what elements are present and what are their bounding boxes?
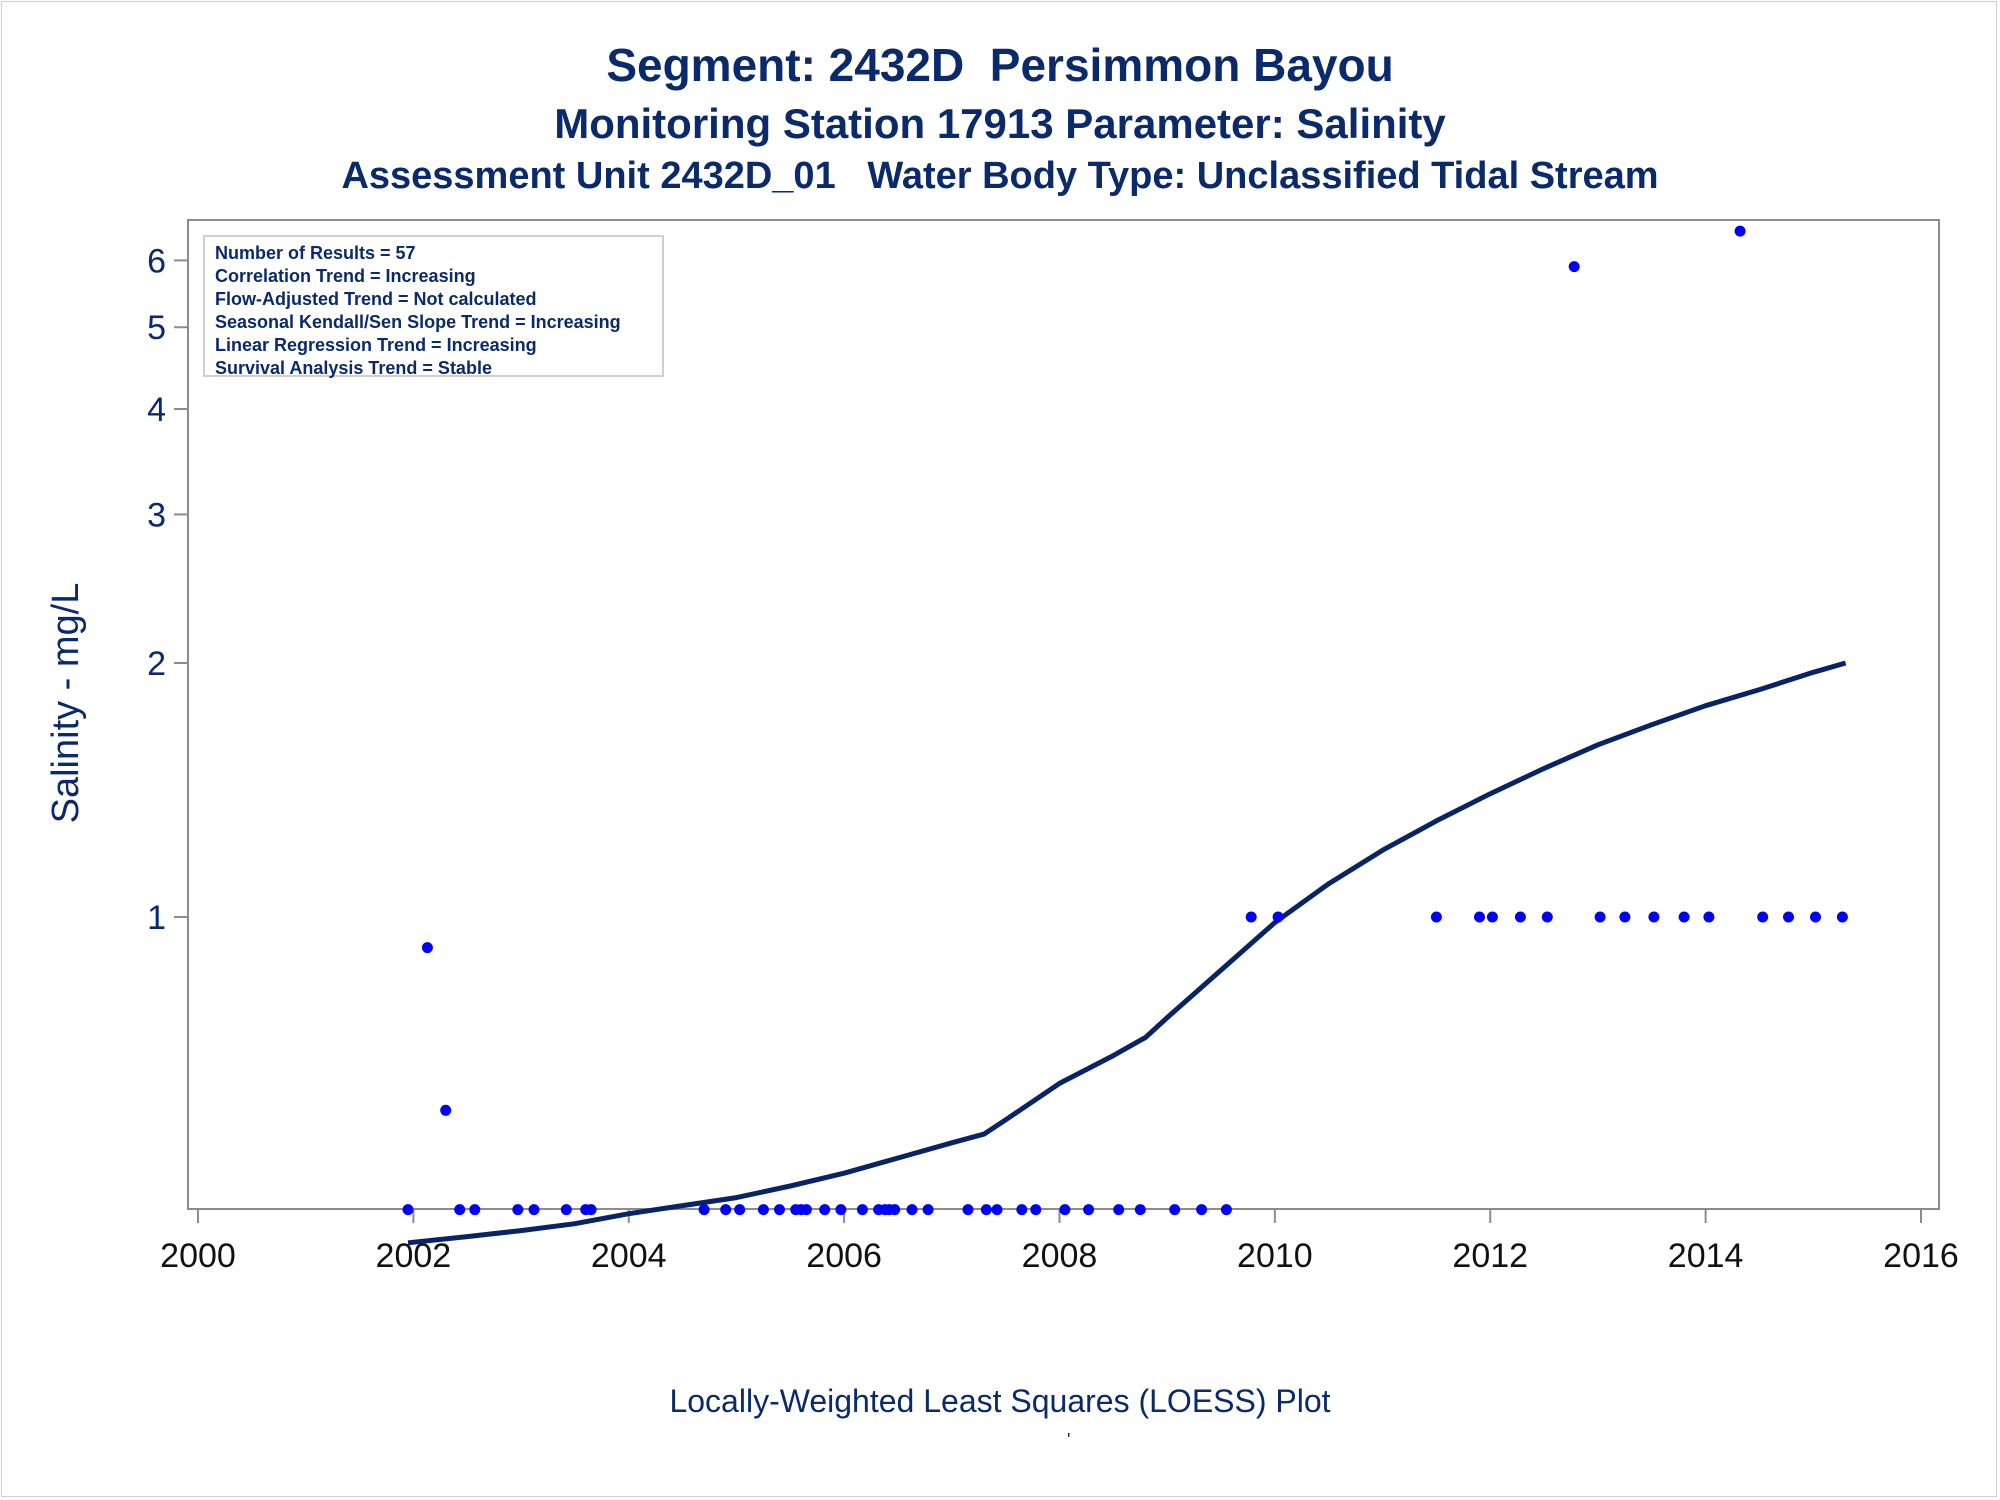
stat-number-of-results: Number of Results = 57 xyxy=(215,243,416,263)
data-point xyxy=(1113,1204,1125,1216)
data-point xyxy=(819,1204,831,1216)
data-point xyxy=(1430,911,1442,923)
y-axis: 1 2 3 4 5 6 xyxy=(147,242,188,937)
data-point xyxy=(1474,911,1485,923)
data-point xyxy=(774,1204,785,1216)
data-point xyxy=(1648,911,1660,923)
data-point xyxy=(585,1204,597,1216)
y-tick-label: 5 xyxy=(147,309,166,347)
data-point xyxy=(1678,911,1690,923)
x-tick-label: 2008 xyxy=(1022,1237,1098,1275)
data-point xyxy=(980,1204,992,1216)
x-tick-label: 2006 xyxy=(806,1237,882,1275)
x-tick-label: 2000 xyxy=(160,1237,236,1275)
x-axis: 2000 2002 2004 2006 2008 2010 2012 2014 2016 xyxy=(160,1209,1959,1275)
data-point xyxy=(991,1204,1003,1216)
footnote-mark: ' xyxy=(1067,1430,1071,1450)
chart-title: Segment: 2432D Persimmon Bayou xyxy=(606,39,1394,91)
data-point xyxy=(1220,1204,1232,1216)
x-tick-label: 2016 xyxy=(1883,1237,1959,1275)
data-point xyxy=(835,1204,847,1216)
data-point xyxy=(906,1204,918,1216)
data-point xyxy=(1272,911,1284,923)
data-point xyxy=(421,942,433,954)
data-point xyxy=(698,1204,710,1216)
x-tick-label: 2014 xyxy=(1668,1237,1744,1275)
data-point xyxy=(1541,911,1553,923)
data-point xyxy=(1810,911,1821,923)
data-point xyxy=(440,1104,452,1116)
data-point xyxy=(402,1204,414,1216)
data-point xyxy=(1703,911,1715,923)
y-tick-label: 4 xyxy=(147,391,166,429)
stat-survival-analysis-trend: Survival Analysis Trend = Stable xyxy=(215,358,492,378)
y-axis-label: Salinity - mg/L xyxy=(45,583,87,824)
y-tick-label: 6 xyxy=(147,242,166,280)
data-point xyxy=(528,1204,540,1216)
stat-flow-adjusted-trend: Flow-Adjusted Trend = Not calculated xyxy=(215,289,537,309)
x-tick-label: 2010 xyxy=(1237,1237,1313,1275)
data-point xyxy=(962,1204,974,1216)
data-point xyxy=(1486,911,1498,923)
loess-line xyxy=(407,660,1847,1246)
y-tick-label: 2 xyxy=(147,645,166,683)
data-point xyxy=(1059,1204,1071,1216)
x-tick-label: 2004 xyxy=(591,1237,667,1275)
data-point xyxy=(1016,1204,1028,1216)
data-point xyxy=(889,1204,901,1216)
data-point xyxy=(454,1204,466,1216)
data-points-layer xyxy=(402,225,1848,1216)
data-point xyxy=(469,1204,481,1216)
chart-subtitle-assessment: Assessment Unit 2432D_01 Water Body Type… xyxy=(341,155,1659,197)
trend-stats-box: Number of Results = 57 Correlation Trend… xyxy=(203,235,664,378)
data-point xyxy=(1836,911,1848,923)
data-point xyxy=(757,1204,769,1216)
data-point xyxy=(1514,911,1526,923)
data-point xyxy=(1783,911,1794,923)
y-tick-label: 1 xyxy=(147,899,166,937)
data-point xyxy=(734,1204,746,1216)
data-point xyxy=(560,1204,572,1216)
data-point xyxy=(1568,261,1580,273)
data-point xyxy=(922,1204,934,1216)
data-point xyxy=(1619,911,1631,923)
chart-subtitle-station: Monitoring Station 17913 Parameter: Sali… xyxy=(554,100,1446,147)
data-point xyxy=(1734,225,1746,237)
loess-line-layer xyxy=(407,660,1847,1246)
x-tick-label: 2012 xyxy=(1452,1237,1528,1275)
y-tick-label: 3 xyxy=(147,496,166,534)
data-point xyxy=(720,1204,732,1216)
stat-seasonal-kendall-trend: Seasonal Kendall/Sen Slope Trend = Incre… xyxy=(215,312,621,332)
data-point xyxy=(1245,911,1257,923)
data-point xyxy=(800,1204,812,1216)
stat-linear-regression-trend: Linear Regression Trend = Increasing xyxy=(215,335,537,355)
plot-footnote: Locally-Weighted Least Squares (LOESS) P… xyxy=(669,1383,1331,1419)
stat-correlation-trend: Correlation Trend = Increasing xyxy=(215,266,476,286)
data-point xyxy=(1594,911,1606,923)
data-point xyxy=(1757,911,1769,923)
data-point xyxy=(1030,1204,1042,1216)
data-point xyxy=(1196,1204,1208,1216)
data-point xyxy=(856,1204,868,1216)
data-point xyxy=(512,1204,524,1216)
data-point xyxy=(1134,1204,1146,1216)
data-point xyxy=(1083,1204,1095,1216)
data-point xyxy=(1169,1204,1181,1216)
